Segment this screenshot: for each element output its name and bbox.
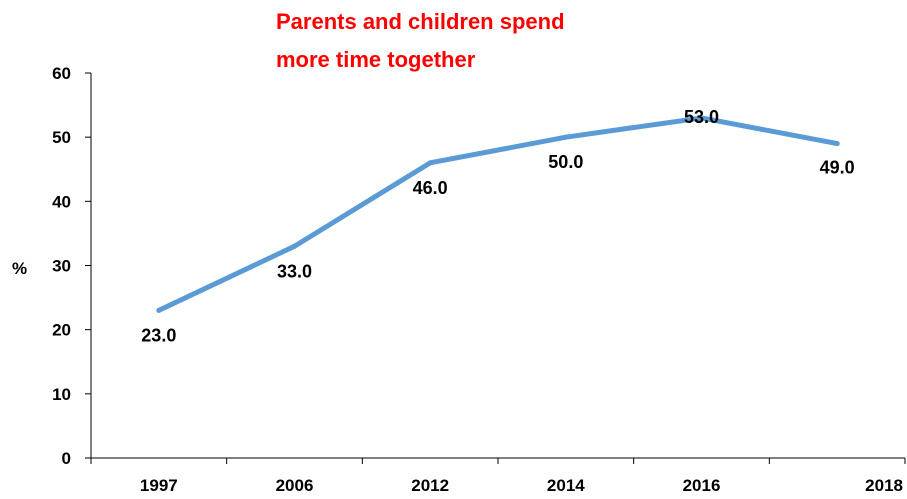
data-label: 53.0: [684, 107, 719, 127]
data-labels: 23.0 33.0 46.0 50.0 53.0 49.0: [141, 107, 855, 345]
data-point: [156, 307, 162, 313]
data-point: [699, 115, 704, 121]
x-tick-label: 1997: [140, 476, 178, 494]
x-tick-label: 2016: [683, 476, 721, 494]
data-point: [427, 160, 433, 166]
y-tick-label: 50: [52, 128, 71, 147]
data-label: 46.0: [413, 178, 448, 198]
y-tick-label: 20: [52, 321, 71, 340]
y-axis-label: %: [12, 259, 27, 278]
y-tick-label: 40: [52, 192, 71, 211]
series-group: [156, 115, 840, 313]
x-tick-label: 2018: [865, 476, 903, 494]
series-line: [156, 115, 840, 313]
data-label: 33.0: [277, 261, 312, 281]
data-point: [563, 134, 569, 140]
chart-title-line-2: more time together: [276, 47, 476, 72]
data-label: 49.0: [820, 158, 855, 178]
y-tick-label: 0: [62, 449, 71, 468]
data-point: [292, 243, 297, 249]
y-tick-label: 30: [52, 257, 71, 276]
chart-title-line-1: Parents and children spend: [276, 9, 565, 34]
x-tick-label: 2006: [276, 476, 314, 494]
y-tick-label: 60: [52, 64, 71, 83]
data-point: [834, 141, 840, 147]
x-tick-label: 2012: [411, 476, 449, 494]
y-tick-label: 10: [52, 385, 71, 404]
chart-title: Parents and children spend more time tog…: [276, 9, 565, 72]
x-tick-label: 2014: [547, 476, 585, 494]
x-axis-ticks: 1997 2006 2012 2014 2016 2018: [90, 458, 906, 495]
data-label: 50.0: [548, 152, 583, 172]
data-label: 23.0: [141, 325, 176, 345]
y-axis-ticks: 0 10 20 30 40 50 60: [52, 64, 91, 468]
